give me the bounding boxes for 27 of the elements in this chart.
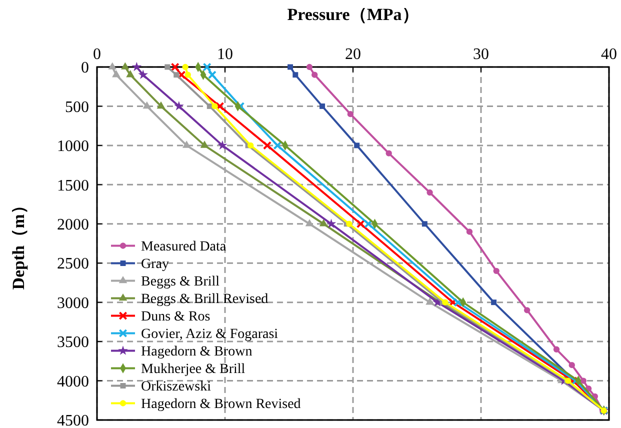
- legend-label: Gray: [141, 257, 169, 272]
- y-tick-label: 2000: [57, 216, 89, 234]
- legend-label: Orkiszewski: [141, 380, 212, 395]
- legend-label: Mukherjee & Brill: [141, 362, 246, 378]
- x-tick-label: 20: [345, 46, 361, 63]
- legend-label: Govier, Aziz & Fogarasi: [141, 327, 278, 342]
- y-tick-label: 4000: [57, 373, 89, 390]
- y-tick-label: 2500: [57, 256, 89, 273]
- y-tick-label: 0: [81, 60, 89, 77]
- y-axis-title: Depth（m）: [9, 197, 28, 290]
- y-tick-label: 3500: [57, 334, 89, 352]
- legend-label: Beggs & Brill: [141, 274, 220, 290]
- legend-label: Beggs & Brill Revised: [141, 292, 268, 308]
- x-tick-label: 30: [473, 46, 489, 63]
- x-axis-title: Pressure（MPa）: [287, 5, 419, 24]
- x-tick-label: 0: [93, 46, 101, 63]
- legend-label: Hagedorn & Brown Revised: [141, 397, 301, 412]
- y-tick-label: 3000: [57, 294, 89, 312]
- legend-label: Duns & Ros: [141, 310, 210, 325]
- x-tick-label: 10: [217, 46, 233, 63]
- legend-label: Hagedorn & Brown: [141, 344, 252, 360]
- y-tick-label: 4500: [57, 412, 89, 428]
- x-tick-label: 40: [601, 46, 617, 63]
- y-tick-label: 1500: [57, 177, 89, 194]
- legend-label: Measured Data: [141, 240, 227, 255]
- y-tick-label: 1000: [57, 138, 89, 156]
- y-tick-label: 500: [65, 98, 89, 116]
